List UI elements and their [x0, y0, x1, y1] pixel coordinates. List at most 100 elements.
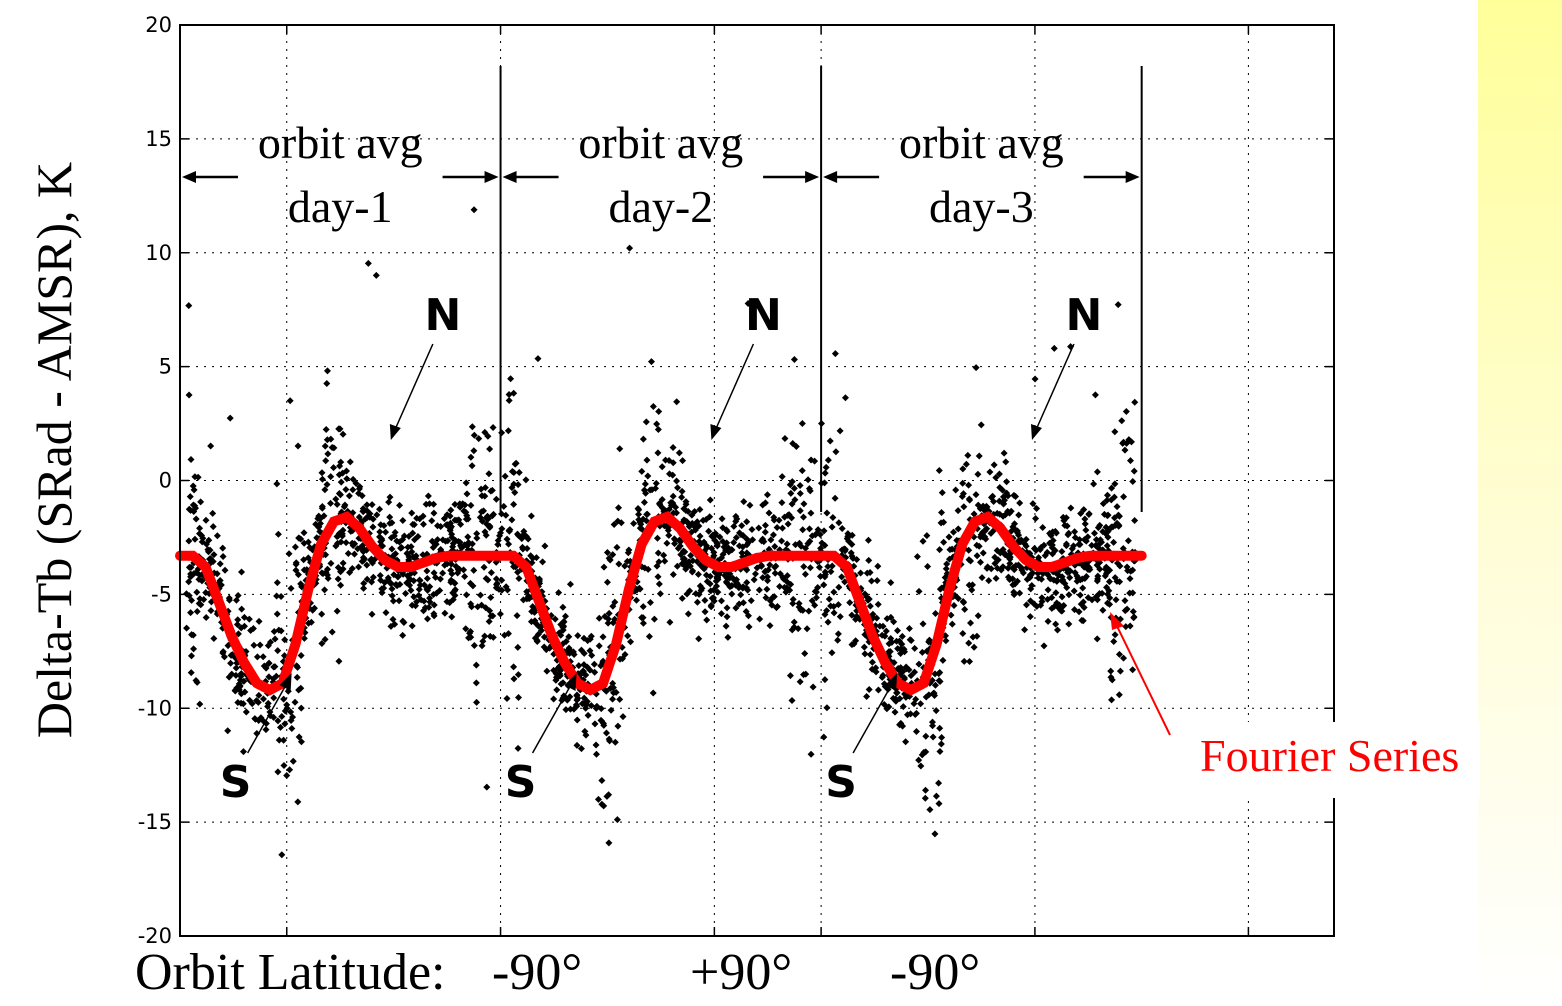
scatter-point: [413, 598, 421, 606]
scatter-point: [993, 509, 1001, 517]
scatter-point: [1082, 526, 1090, 534]
scatter-point: [412, 552, 420, 560]
scatter-point: [483, 783, 491, 791]
scatter-point: [492, 495, 500, 503]
scatter-point: [990, 497, 998, 505]
scatter-point: [1091, 391, 1099, 399]
scatter-point: [748, 525, 756, 533]
scatter-point: [508, 484, 516, 492]
scatter-point: [1129, 666, 1137, 674]
scatter-point: [462, 479, 470, 487]
scatter-point: [399, 516, 407, 524]
scatter-point: [652, 484, 660, 492]
scatter-point: [658, 495, 666, 503]
scatter-point: [701, 608, 709, 616]
scatter-point: [277, 592, 285, 600]
scatter-point: [751, 570, 759, 578]
scatter-point: [186, 493, 194, 501]
scatter-point: [646, 599, 654, 607]
scatter-point: [919, 537, 927, 545]
scatter-point: [277, 723, 285, 731]
scatter-point: [480, 563, 488, 571]
scatter-point: [1105, 578, 1113, 586]
scatter-point: [967, 557, 975, 565]
scatter-point: [206, 555, 214, 563]
scatter-point: [562, 612, 570, 620]
scatter-point: [210, 551, 218, 559]
scatter-point: [609, 551, 617, 559]
scatter-point: [832, 448, 840, 456]
scatter-point: [355, 563, 363, 571]
scatter-point: [508, 468, 516, 476]
scatter-point: [187, 652, 195, 660]
scatter-point: [866, 651, 874, 659]
scatter-point: [655, 580, 663, 588]
scatter-point: [339, 430, 347, 438]
scatter-point: [462, 591, 470, 599]
scatter-point: [621, 650, 629, 658]
scatter-point: [463, 490, 471, 498]
scatter-point: [277, 627, 285, 635]
scatter-point: [973, 632, 981, 640]
scatter-point: [467, 600, 475, 608]
scatter-point: [543, 667, 551, 675]
scatter-point: [273, 610, 281, 618]
scatter-point: [822, 463, 830, 471]
scatter-point: [732, 576, 740, 584]
scatter-point: [316, 519, 324, 527]
scatter-point: [570, 651, 578, 659]
scatter-point: [942, 565, 950, 573]
scatter-point: [900, 645, 908, 653]
scatter-point: [300, 529, 308, 537]
scatter-point: [853, 556, 861, 564]
scatter-point: [750, 576, 758, 584]
scatter-point: [970, 643, 978, 651]
scatter-point: [274, 768, 282, 776]
scatter-point: [828, 523, 836, 531]
scatter-point: [662, 522, 670, 530]
scatter-point: [945, 533, 953, 541]
scatter-point: [835, 583, 843, 591]
scatter-point: [1110, 637, 1118, 645]
scatter-point: [905, 624, 913, 632]
scatter-point: [439, 569, 447, 577]
scatter-point: [559, 603, 567, 611]
scatter-point: [1093, 596, 1101, 604]
scatter-point: [658, 463, 666, 471]
scatter-point: [958, 493, 966, 501]
scatter-point: [649, 689, 657, 697]
scatter-point: [540, 643, 548, 651]
scatter-point: [341, 501, 349, 509]
scatter-point: [590, 660, 598, 668]
scatter-point: [1021, 626, 1029, 634]
scatter-point: [348, 564, 356, 572]
scatter-point: [413, 514, 421, 522]
scatter-point: [974, 612, 982, 620]
scatter-point: [235, 683, 243, 691]
scatter-point: [598, 800, 606, 808]
scatter-point: [524, 535, 532, 543]
fourier-series-line: [175, 511, 1147, 696]
scatter-point: [481, 632, 489, 640]
scatter-point: [196, 700, 204, 708]
scatter-point: [756, 615, 764, 623]
scatter-point: [630, 519, 638, 527]
scatter-point: [557, 631, 565, 639]
scatter-point: [484, 515, 492, 523]
scatter-point: [961, 605, 969, 613]
scatter-point: [663, 539, 671, 547]
scatter-point: [185, 302, 193, 310]
scatter-point: [738, 522, 746, 530]
scatter-point: [1090, 480, 1098, 488]
scatter-point: [342, 486, 350, 494]
scatter-point: [896, 721, 904, 729]
scatter-point: [397, 544, 405, 552]
scatter-point: [1130, 614, 1138, 622]
scatter-point: [515, 574, 523, 582]
scatter-point: [763, 585, 771, 593]
scatter-point: [803, 625, 811, 633]
scatter-point: [1047, 532, 1055, 540]
scatter-point: [454, 566, 462, 574]
scatter-point: [485, 618, 493, 626]
scatter-point: [294, 798, 302, 806]
